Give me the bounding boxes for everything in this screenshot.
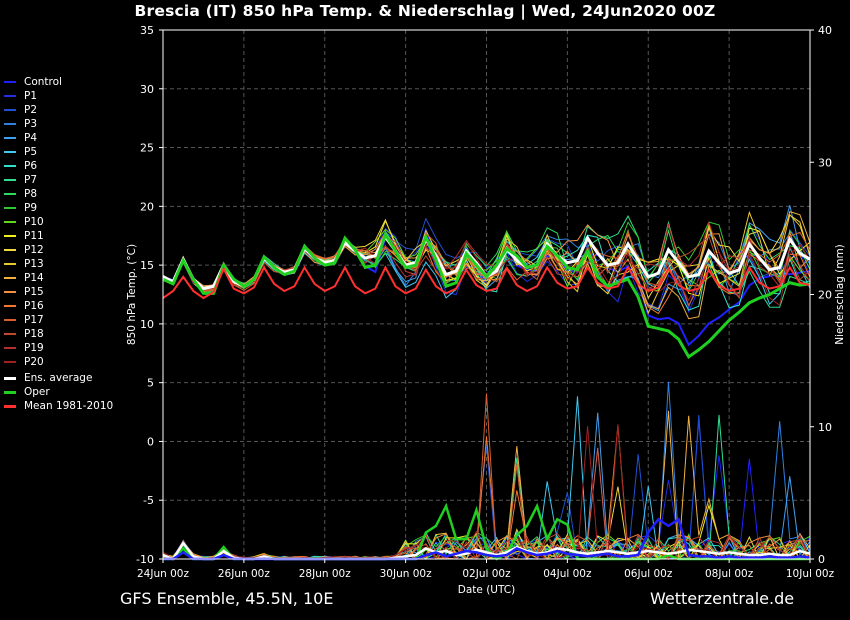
- legend-swatch: [4, 165, 16, 167]
- legend-swatch: [4, 193, 16, 195]
- temp-line-oper: [162, 231, 811, 359]
- legend-swatch: [4, 361, 16, 363]
- y2-tick-label: 10: [818, 421, 832, 434]
- legend-label: P9: [24, 202, 38, 214]
- y2-tick-label: 30: [818, 156, 832, 169]
- legend-swatch: [4, 263, 16, 265]
- legend-swatch: [4, 235, 16, 237]
- legend-label: P20: [24, 356, 44, 368]
- y-tick-label: -10: [136, 553, 154, 566]
- legend-swatch: [4, 333, 16, 335]
- legend-swatch: [4, 95, 16, 97]
- legend-label: P13: [24, 258, 44, 270]
- legend-swatch: [4, 319, 16, 321]
- legend-swatch: [4, 179, 16, 181]
- legend-label: Mean 1981-2010: [24, 400, 114, 412]
- y2-axis-label: Niederschlag (mm): [834, 244, 846, 345]
- legend-swatch: [4, 221, 16, 223]
- y-tick-label: 5: [147, 377, 154, 390]
- legend-label: Control: [24, 76, 62, 88]
- y-tick-label: -5: [143, 494, 154, 507]
- legend-swatch: [4, 137, 16, 139]
- legend-swatch: [4, 109, 16, 111]
- legend-swatch: [4, 291, 16, 293]
- site-credit: Wetterzentrale.de: [650, 589, 795, 608]
- y2-tick-label: 0: [818, 553, 825, 566]
- legend-label: P12: [24, 244, 44, 256]
- y-tick-label: 25: [140, 142, 154, 155]
- legend-swatch: [4, 151, 16, 153]
- legend-label: P5: [24, 146, 38, 158]
- legend-swatch: [4, 405, 16, 408]
- legend-label: P1: [24, 90, 38, 102]
- legend-label: P14: [24, 272, 44, 284]
- legend-label: Oper: [24, 386, 50, 398]
- legend-label: P7: [24, 174, 38, 186]
- x-tick-label: 24Jun 00z: [137, 568, 189, 580]
- legend-label: P6: [24, 160, 38, 172]
- x-tick-label: 30Jun 00z: [380, 568, 432, 580]
- x-tick-label: 26Jun 00z: [218, 568, 270, 580]
- legend-swatch: [4, 277, 16, 279]
- y-tick-label: 35: [140, 24, 154, 37]
- x-tick-label: 06Jul 00z: [624, 568, 673, 580]
- legend-label: P4: [24, 132, 38, 144]
- legend-label: P15: [24, 286, 44, 298]
- legend-label: P18: [24, 328, 44, 340]
- x-tick-label: 02Jul 00z: [462, 568, 511, 580]
- model-info: GFS Ensemble, 45.5N, 10E: [120, 589, 334, 608]
- legend-swatch: [4, 81, 16, 83]
- x-tick-label: 10Jul 00z: [786, 568, 835, 580]
- legend-swatch: [4, 347, 16, 349]
- legend-swatch: [4, 249, 16, 251]
- y2-tick-label: 40: [818, 24, 832, 37]
- temp-line-mean-1981-2010: [162, 265, 811, 300]
- legend-label: P2: [24, 104, 38, 116]
- x-axis-label: Date (UTC): [458, 584, 515, 596]
- y2-tick-label: 20: [818, 289, 832, 302]
- y-tick-label: 30: [140, 83, 154, 96]
- legend-label: P16: [24, 300, 44, 312]
- chart-title: Brescia (IT) 850 hPa Temp. & Niederschla…: [134, 2, 716, 20]
- y-tick-label: 15: [140, 259, 154, 272]
- x-tick-label: 28Jun 00z: [299, 568, 351, 580]
- legend-label: P11: [24, 230, 44, 242]
- legend-label: P17: [24, 314, 44, 326]
- legend-label: P8: [24, 188, 38, 200]
- legend-swatch: [4, 207, 16, 209]
- precip-member-line: [162, 393, 811, 560]
- x-tick-label: 08Jul 00z: [705, 568, 754, 580]
- legend-swatch: [4, 391, 16, 394]
- legend-label: P3: [24, 118, 38, 130]
- x-tick-label: 04Jul 00z: [543, 568, 592, 580]
- legend-swatch: [4, 123, 16, 125]
- y-tick-label: 0: [147, 435, 154, 448]
- legend-label: P10: [24, 216, 44, 228]
- legend-label: P19: [24, 342, 44, 354]
- legend-label: Ens. average: [24, 372, 93, 384]
- y-tick-label: 20: [140, 200, 154, 213]
- legend-swatch: [4, 377, 16, 380]
- legend-swatch: [4, 305, 16, 307]
- y-tick-label: 10: [140, 318, 154, 331]
- y-axis-label: 850 hPa Temp. (°C): [126, 244, 138, 345]
